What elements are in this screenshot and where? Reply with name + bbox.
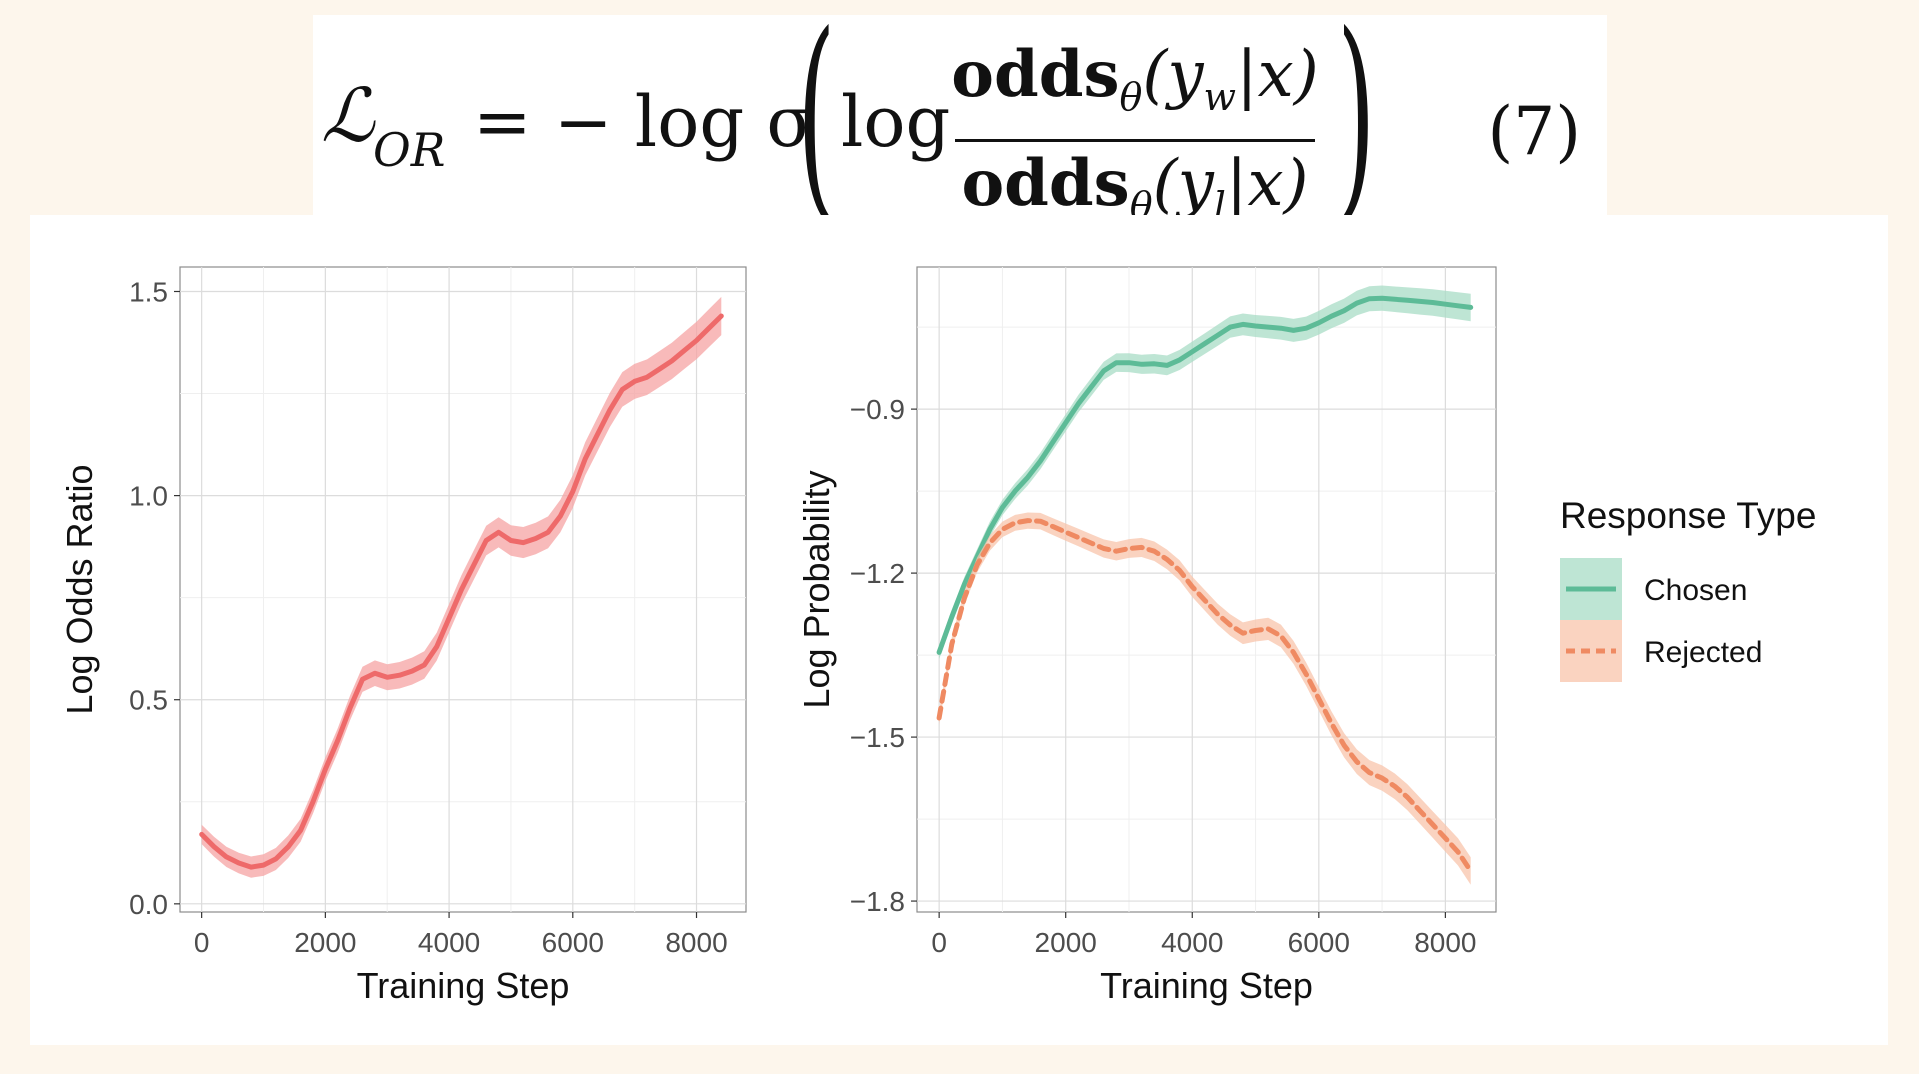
x-tick-label: 8000 [665,927,727,958]
legend: Response Type Chosen Rejected [1560,495,1816,682]
left-paren: ( [797,0,836,243]
fraction-denominator: oddsθ(yl|x) [945,144,1325,246]
x-tick-label: 0 [194,927,210,958]
y-tick-label: −1.5 [850,722,905,753]
x-tick-label: 4000 [1161,927,1223,958]
series-line-chosen [936,295,1474,655]
chart-1: 0 2000 4000 6000 8000 0.0 0.5 1.0 1.5 Training St… [59,266,747,1006]
y-tick-label: −0.9 [850,394,905,425]
equation: ℒ OR = − log σ ( log oddsθ(yw|x) oddsθ(y… [313,0,1607,243]
denominator-odds: odds [961,145,1130,221]
denominator-tail: |x) [1225,146,1309,221]
fraction-bar [955,138,1315,142]
equation-log: log [841,81,951,163]
x-tick-label: 6000 [1288,927,1350,958]
plot-area [916,266,1497,913]
fraction-numerator: oddsθ(yw|x) [945,35,1325,137]
equation-middle: = − log σ [473,81,815,163]
x-tick-label: 6000 [542,927,604,958]
numerator-tail: |x) [1236,38,1319,112]
x-tick-label: 2000 [294,927,356,958]
numerator-odds: odds [951,37,1120,112]
x-axis-label: Training Step [1100,965,1313,1006]
legend-label-rejected: Rejected [1644,636,1762,669]
y-tick-label: 1.0 [129,481,168,512]
y-tick-label: −1.2 [850,558,905,589]
x-tick-label: 4000 [418,927,480,958]
legend-label-chosen: Chosen [1644,574,1747,607]
odds-fraction: oddsθ(yw|x) oddsθ(yl|x) [945,35,1325,246]
y-tick-label: 0.0 [129,889,168,920]
right-paren: ) [1337,0,1376,243]
y-axis-label: Log Odds Ratio [59,464,100,714]
y-tick-label: 0.5 [129,685,168,716]
denominator-y: (y [1152,146,1214,221]
y-tick-label: 1.5 [129,276,168,307]
charts-panel: 0 2000 4000 6000 8000 0.0 0.5 1.0 1.5 Training St… [30,215,1888,1045]
equation-box: ℒ OR = − log σ ( log oddsθ(yw|x) oddsθ(y… [313,0,1607,243]
numerator-theta: θ [1119,74,1143,119]
x-tick-label: 2000 [1035,927,1097,958]
equation-number: (7) [1487,93,1582,170]
chart-2: 0 2000 4000 6000 8000 −1.8 −1.5 −1.2 −0.9 Trainin… [796,266,1816,1006]
numerator-index: w [1203,74,1237,119]
y-tick-label: −1.8 [850,886,905,917]
series-line-series [199,313,724,870]
numerator-y: (y [1142,38,1204,112]
y-axis-label: Log Probability [796,470,837,708]
x-tick-label: 0 [931,927,947,958]
charts-svg: 0 2000 4000 6000 8000 0.0 0.5 1.0 1.5 Training St… [59,266,1816,1006]
series-line-rejected [936,518,1474,874]
x-tick-label: 8000 [1414,927,1476,958]
x-axis-label: Training Step [357,965,570,1006]
legend-title: Response Type [1560,495,1816,536]
loss-subscript: OR [373,123,446,177]
loss-symbol: ℒ [321,73,375,159]
